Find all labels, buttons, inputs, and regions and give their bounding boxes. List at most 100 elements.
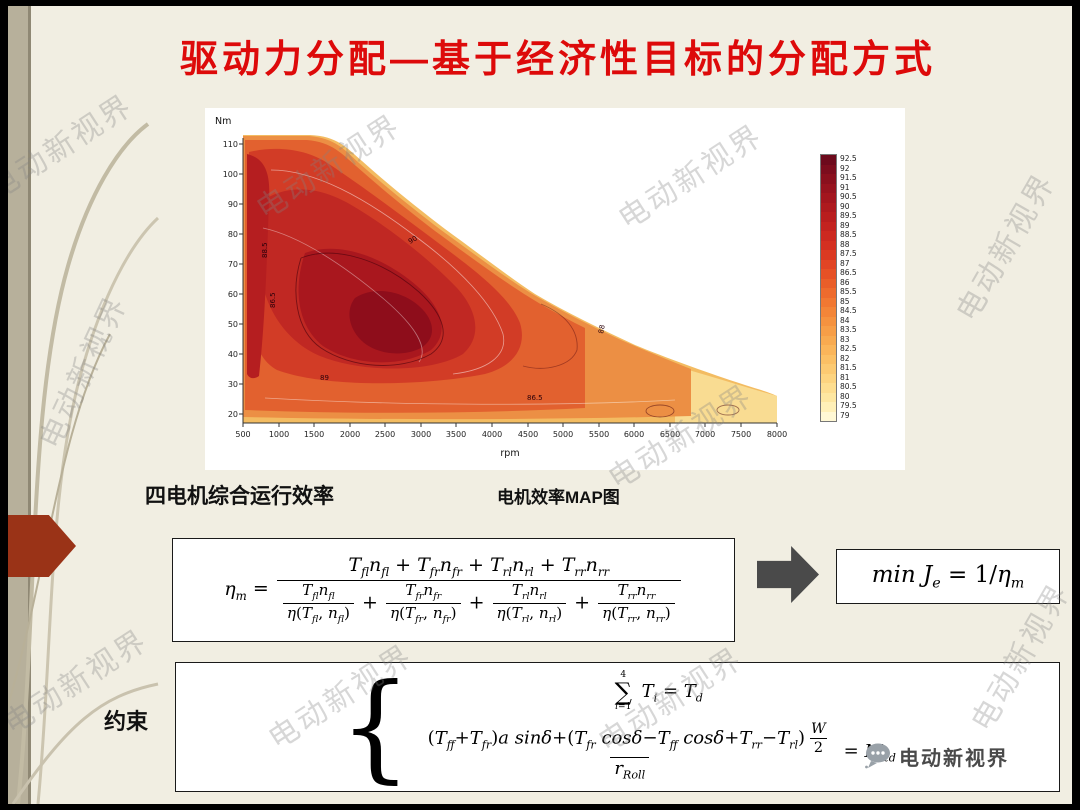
y-tick-label: 100: [223, 170, 238, 179]
x-tick-label: 6500: [660, 430, 680, 439]
colorbar-cell: [821, 392, 836, 402]
formula-constraint-1: 4 ∑ i=1 Ti = Td: [614, 670, 703, 713]
colorbar-tick-label: 92: [840, 163, 850, 173]
colorbar-cell: [821, 316, 836, 326]
colorbar-cell: [821, 212, 836, 222]
colorbar-cell: [821, 307, 836, 317]
colorbar-tick-label: 91.5: [840, 173, 857, 182]
brand-logo-text: 电动新视界: [899, 747, 1009, 770]
colorbar-tick-label: 85.5: [840, 287, 857, 296]
contour-label: 90: [407, 234, 419, 245]
watermark: 电动新视界: [950, 167, 1062, 327]
formula-eta-box: ηm = Tflnfl + Tfrnfr + Trlnrl + Trrnrr Tf…: [172, 538, 735, 642]
colorbar-tick-label: 87: [840, 258, 850, 268]
colorbar-tick-label: 83: [840, 334, 850, 344]
y-tick-label: 60: [228, 290, 238, 299]
watermark: 电动新视界: [8, 88, 140, 207]
colorbar-tick-label: 81: [840, 372, 850, 382]
colorbar-tick-label: 87.5: [840, 249, 857, 258]
colorbar-tick-label: 90.5: [840, 192, 857, 201]
colorbar-tick-label: 89: [840, 220, 850, 230]
colorbar-tick-label: 85: [840, 296, 850, 306]
colorbar-cell: [821, 373, 836, 383]
x-tick-label: 7000: [695, 430, 715, 439]
colorbar-cell: [821, 155, 836, 165]
constraint-label: 约束: [104, 709, 149, 734]
left-brace: {: [339, 657, 412, 795]
colorbar-cell: [821, 335, 836, 345]
colorbar-tick-label: 88.5: [840, 230, 857, 239]
colorbar-tick-label: 91: [840, 182, 850, 192]
colorbar-cell: [821, 288, 836, 298]
formula-eta: ηm = Tflnfl + Tfrnfr + Trlnrl + Trrnrr Tf…: [224, 554, 682, 625]
colorbar-tick-label: 86.5: [840, 268, 857, 277]
x-tick-label: 4500: [518, 430, 538, 439]
x-tick-label: 7500: [731, 430, 751, 439]
colorbar-cell: [821, 259, 836, 269]
colorbar-tick-label: 84.5: [840, 306, 857, 315]
colorbar-labels: 92.5 92 91.5 91 90.5 90 89.5 89 88.5 88 87.5 87 86.5…: [840, 154, 857, 422]
y-tick-label: 50: [228, 320, 238, 329]
x-tick-label: 2000: [340, 430, 360, 439]
colorbar-cell: [821, 250, 836, 260]
x-tick-label: 1500: [304, 430, 324, 439]
colorbar-tick-label: 82: [840, 353, 850, 363]
x-tick-label: 1000: [269, 430, 289, 439]
colorbar-cell: [821, 240, 836, 250]
contour-label: 86.5: [269, 292, 277, 308]
constraint-lines: 4 ∑ i=1 Ti = Td (Tff+Tfr)a sinδ+(Tfr cosδ−…: [422, 671, 896, 783]
colorbar-scale: [820, 154, 837, 422]
slide-canvas: 驱动力分配—基于经济性目标的分配方式: [8, 6, 1072, 804]
colorbar-cell: [821, 174, 836, 184]
formula-constraint-2: (Tff+Tfr)a sinδ+(Tfr cosδ−Tff cosδ+Trr−T…: [427, 721, 896, 782]
colorbar-tick-label: 92.5: [840, 154, 857, 163]
contour-label: 89: [320, 374, 329, 382]
efficiency-map-panel: 88.5 86.5 89 86.5 88 90 Nm rpm 110 100: [205, 108, 905, 470]
colorbar-cell: [821, 164, 836, 174]
colorbar-tick-label: 88: [840, 239, 850, 249]
contour-label: 88.5: [261, 242, 269, 258]
y-tick-label: 20: [228, 410, 238, 419]
colorbar-tick-label: 80.5: [840, 382, 857, 391]
y-axis-unit: Nm: [215, 116, 231, 127]
x-tick-label: 500: [235, 430, 250, 439]
contour-label: 88: [597, 324, 607, 334]
right-arrow-icon: [757, 546, 819, 603]
efficiency-map-chart: 88.5 86.5 89 86.5 88 90 Nm rpm 110 100: [215, 116, 787, 459]
x-tick-label: 5000: [553, 430, 573, 439]
colorbar-cell: [821, 231, 836, 241]
colorbar-tick-label: 86: [840, 277, 850, 287]
colorbar: 92.5 92 91.5 91 90.5 90 89.5 89 88.5 88 87.5 87 86.5…: [820, 154, 857, 422]
colorbar-cell: [821, 297, 836, 307]
colorbar-tick-label: 84: [840, 315, 850, 325]
watermark: 电动新视界: [34, 290, 134, 454]
y-tick-label: 80: [228, 230, 238, 239]
y-tick-label: 30: [228, 380, 238, 389]
brand-logo: 电动新视界: [862, 741, 1009, 771]
contour-plot: [243, 135, 777, 423]
contour-label: 86.5: [527, 394, 543, 402]
colorbar-tick-label: 80: [840, 391, 850, 401]
colorbar-cell: [821, 345, 836, 355]
colorbar-cell: [821, 183, 836, 193]
x-tick-label: 5500: [589, 430, 609, 439]
formula-objective: min Je = 1/ηm: [871, 561, 1025, 592]
colorbar-cell: [821, 202, 836, 212]
x-tick-label: 2500: [375, 430, 395, 439]
colorbar-tick-label: 81.5: [840, 363, 857, 372]
colorbar-cell: [821, 221, 836, 231]
colorbar-cell: [821, 402, 836, 412]
left-decoration: [8, 6, 160, 804]
colorbar-tick-label: 79.5: [840, 401, 857, 410]
formula-constraint-box: { 4 ∑ i=1 Ti = Td (Tff+Tfr)a sinδ+(Tfr cos…: [175, 662, 1060, 792]
colorbar-cell: [821, 354, 836, 364]
y-tick-label: 90: [228, 200, 238, 209]
speech-bubble-icon: [865, 743, 890, 769]
slide-title: 驱动力分配—基于经济性目标的分配方式: [179, 39, 936, 81]
colorbar-tick-label: 89.5: [840, 211, 857, 220]
colorbar-cell: [821, 411, 836, 421]
colorbar-tick-label: 79: [840, 410, 850, 420]
red-arrow-decoration: [8, 515, 76, 577]
x-tick-label: 3500: [446, 430, 466, 439]
